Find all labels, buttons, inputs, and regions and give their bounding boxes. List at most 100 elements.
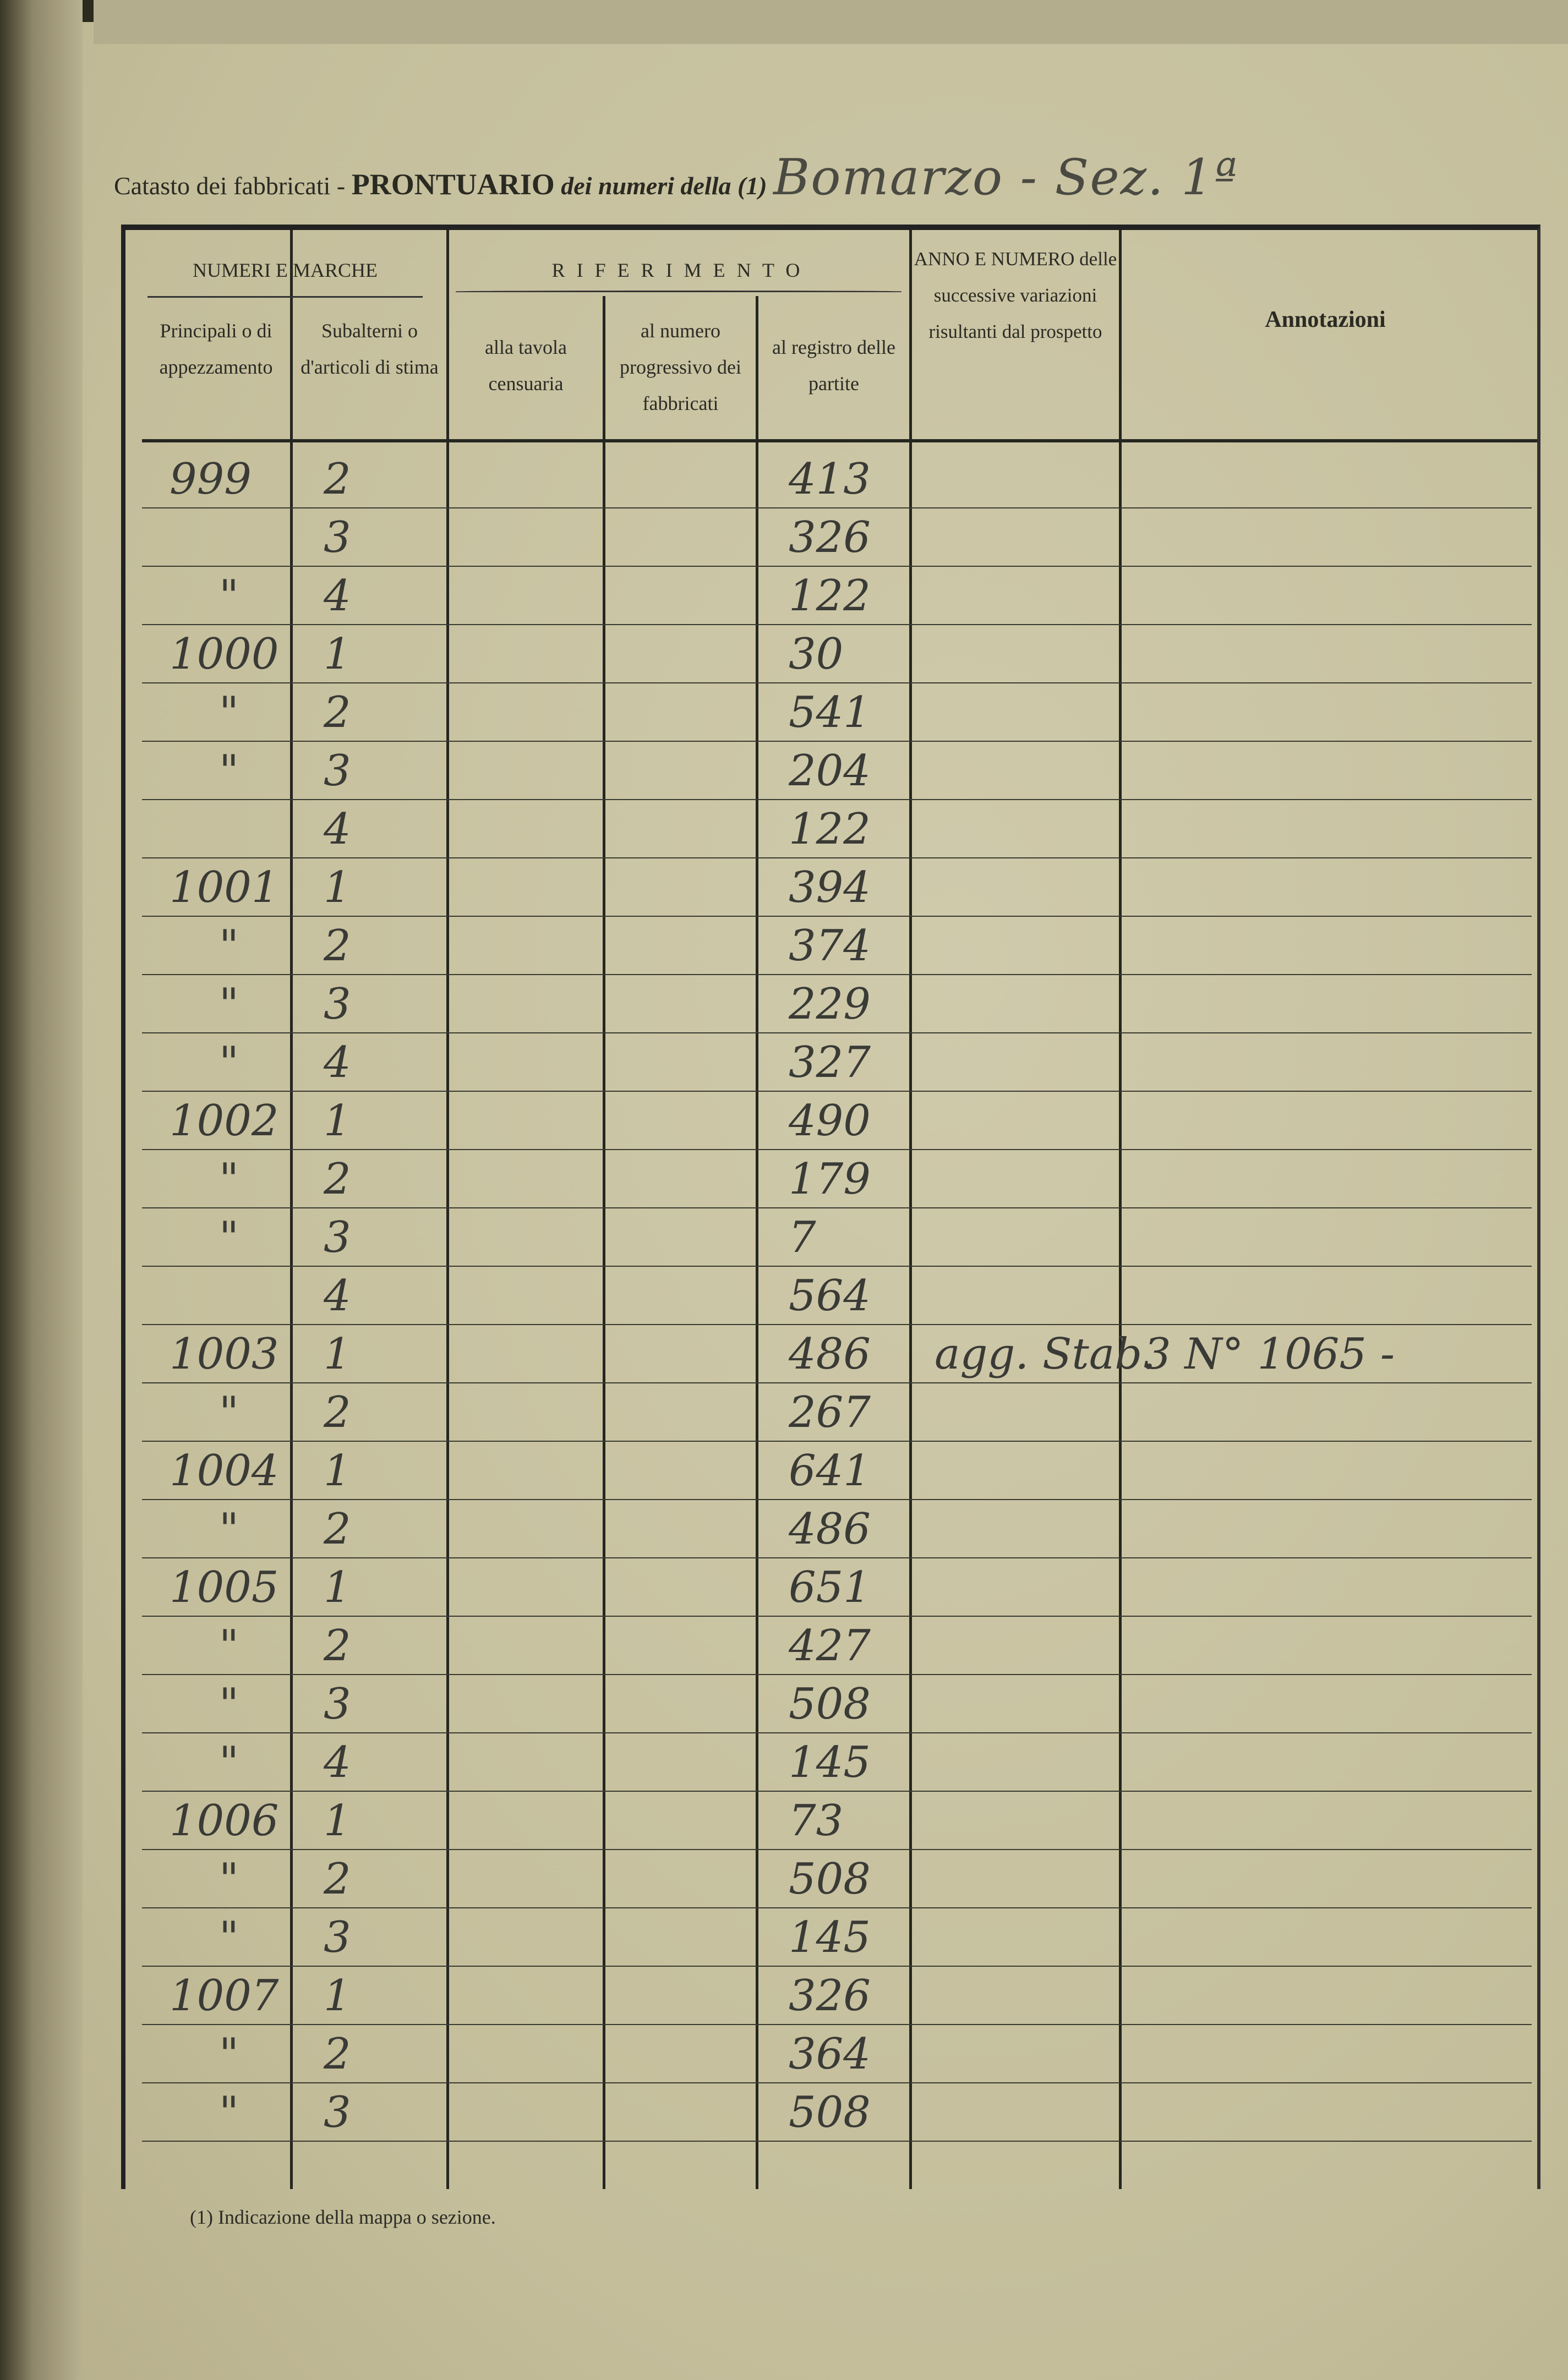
- registro-partita: 30: [789, 630, 844, 679]
- registro-partita: 413: [789, 455, 871, 504]
- register-page: [33, 22, 1568, 2380]
- registro-partita: 122: [789, 805, 871, 854]
- principal-number: ": [219, 688, 239, 737]
- subaltern-number: 3: [324, 746, 351, 796]
- principal-number: ": [219, 980, 239, 1029]
- principal-number: ": [219, 2029, 239, 2079]
- header-tavola: alla tavola censuaria: [485, 336, 567, 395]
- subaltern-number: 2: [324, 455, 351, 504]
- registro-partita: 326: [789, 1971, 871, 2021]
- registro-partita: 204: [789, 746, 871, 796]
- column-divider: [756, 296, 758, 2189]
- principal-number: ": [219, 921, 239, 971]
- subaltern-number: 1: [324, 1446, 351, 1496]
- registro-partita: 326: [789, 513, 871, 562]
- column-divider: [909, 230, 912, 2189]
- table-row: " 4 122: [142, 566, 1532, 625]
- principal-number: ": [219, 2088, 239, 2137]
- header-numeri-e-marche: NUMERI E MARCHE: [192, 259, 378, 281]
- registro-partita: 541: [789, 688, 871, 737]
- table-row: " 3 7: [142, 1207, 1532, 1267]
- subaltern-number: 4: [324, 1738, 351, 1787]
- registro-partita: 490: [789, 1096, 871, 1146]
- footnote: (1) Indicazione della mappa o sezione.: [190, 2206, 496, 2228]
- header-principali: Principali o di appezzamento: [159, 320, 273, 378]
- principal-number: ": [219, 1213, 239, 1262]
- principal-number: 999: [170, 455, 252, 504]
- table-row: 1004 1 641: [142, 1441, 1532, 1500]
- table-row: " 2 374: [142, 916, 1532, 975]
- subaltern-number: 4: [324, 1271, 351, 1321]
- header-registro: al registro delle partite: [772, 336, 895, 395]
- table-row: 1006 1 73: [142, 1791, 1532, 1850]
- principal-number: 1002: [170, 1096, 279, 1146]
- header-divider: [142, 439, 1537, 442]
- subaltern-number: 2: [324, 1504, 351, 1554]
- principal-number: ": [219, 746, 239, 796]
- page-title: Catasto dei fabbricati - PRONTUARIO dei …: [114, 149, 1238, 206]
- registro-partita: 641: [789, 1446, 871, 1496]
- registro-partita: 122: [789, 571, 871, 621]
- group-rule: [456, 291, 902, 292]
- header-subalterni: Subalterni o d'articoli di stima: [301, 320, 439, 378]
- principal-number: ": [219, 1504, 239, 1554]
- principal-number: 1004: [170, 1446, 279, 1496]
- principal-number: ": [219, 1679, 239, 1729]
- subaltern-number: 3: [324, 1213, 351, 1262]
- header-annotazioni: Annotazioni: [1265, 307, 1386, 332]
- variazione: agg. Stab.: [935, 1329, 1156, 1379]
- principal-number: ": [219, 1738, 239, 1787]
- principal-number: ": [219, 1621, 239, 1671]
- principal-number: 1000: [170, 630, 279, 679]
- subaltern-number: 2: [324, 688, 351, 737]
- registro-partita: 145: [789, 1913, 871, 1962]
- subaltern-number: 3: [324, 980, 351, 1029]
- principal-number: 1003: [170, 1329, 279, 1379]
- table-row: 1001 1 394: [142, 857, 1532, 917]
- header-progressivo: al numero progressivo dei fabbricati: [620, 320, 741, 414]
- table-row: " 3 508: [142, 2082, 1532, 2142]
- subaltern-number: 3: [324, 2088, 351, 2137]
- table-row: 999 2 413: [142, 449, 1532, 508]
- registro-partita: 327: [789, 1038, 871, 1087]
- principal-number: ": [219, 571, 239, 621]
- table-row: " 4 145: [142, 1732, 1532, 1792]
- table-row: 4 564: [142, 1266, 1532, 1325]
- registro-partita: 427: [789, 1621, 871, 1671]
- table-row: 3 326: [142, 507, 1532, 567]
- table-row: 1002 1 490: [142, 1091, 1532, 1150]
- principal-number: 1005: [170, 1563, 279, 1612]
- principal-number: ": [219, 1388, 239, 1437]
- subaltern-number: 3: [324, 513, 351, 562]
- registro-partita: 651: [789, 1563, 871, 1612]
- subaltern-number: 1: [324, 630, 351, 679]
- book-binding-edge: [0, 0, 83, 2380]
- table-row: " 3 145: [142, 1907, 1532, 1967]
- table-row: " 2 486: [142, 1499, 1532, 1558]
- title-main: PRONTUARIO: [351, 168, 555, 201]
- registro-partita: 229: [789, 980, 871, 1029]
- table-row: 1000 1 30: [142, 624, 1532, 683]
- subaltern-number: 1: [324, 1096, 351, 1146]
- registro-partita: 508: [789, 1679, 871, 1729]
- registro-partita: 564: [789, 1271, 871, 1321]
- table-row: " 2 179: [142, 1149, 1532, 1208]
- annotazione: 3 N° 1065 -: [1144, 1329, 1395, 1379]
- registro-partita: 7: [789, 1213, 816, 1262]
- group-rule: [147, 296, 423, 298]
- previous-page-edge: [94, 0, 1568, 44]
- registro-partita: 145: [789, 1738, 871, 1787]
- table-row: 1003 1 486 agg. Stab. 3 N° 1065 -: [142, 1324, 1532, 1383]
- column-divider: [290, 230, 293, 2189]
- header-riferimento: R I F E R I M E N T O: [551, 259, 804, 281]
- principal-number: 1001: [170, 863, 279, 912]
- subaltern-number: 2: [324, 1854, 351, 1904]
- table-row: 1007 1 326: [142, 1966, 1532, 2025]
- header-variazioni: ANNO E NUMERO delle successive variazion…: [914, 248, 1117, 342]
- table-row: " 2 267: [142, 1382, 1532, 1442]
- registro-partita: 73: [789, 1796, 844, 1846]
- table-row: " 2 427: [142, 1616, 1532, 1675]
- table-row: " 3 204: [142, 741, 1532, 800]
- principal-number: 1006: [170, 1796, 279, 1846]
- subaltern-number: 2: [324, 1388, 351, 1437]
